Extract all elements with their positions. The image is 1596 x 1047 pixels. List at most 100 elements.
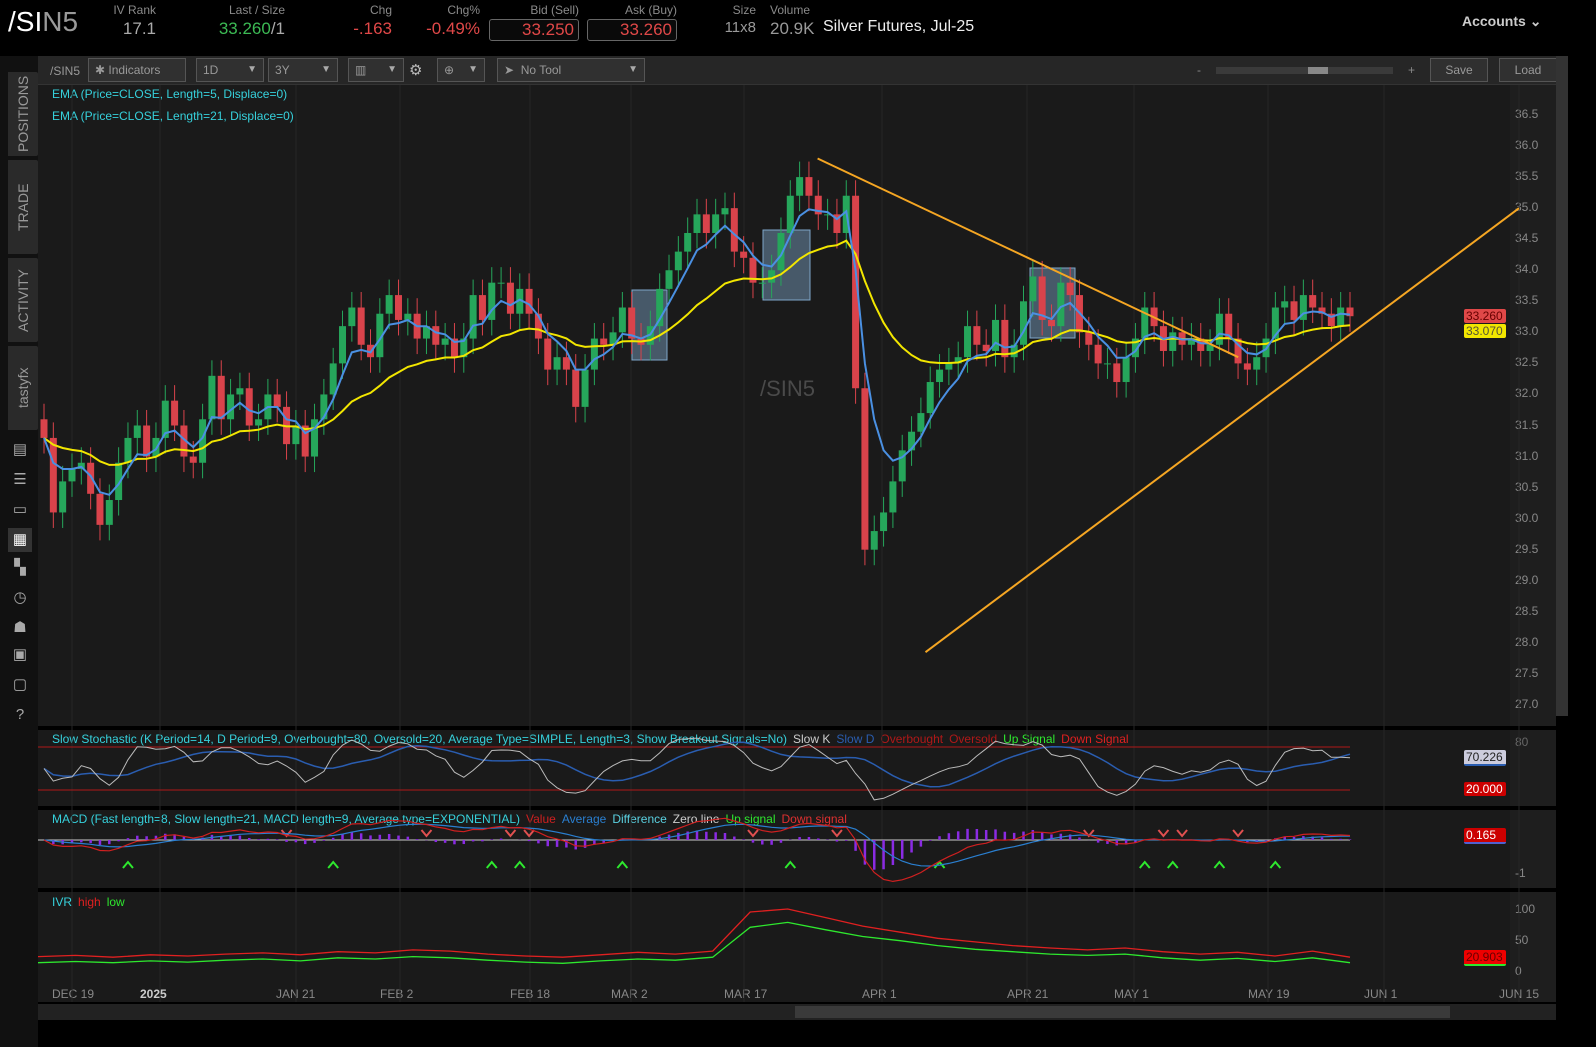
zoom-out-button[interactable]: - <box>1197 63 1201 77</box>
date-tick: JUN 1 <box>1364 987 1398 1001</box>
volume-value: 20.9K <box>770 19 815 38</box>
ema21-legend[interactable]: EMA (Price=CLOSE, Length=21, Displace=0) <box>52 109 294 123</box>
ivr-badge: 20.903 <box>1464 950 1506 966</box>
interval-select[interactable]: 1D ▼ <box>196 58 264 82</box>
ivr-tick: 0 <box>1515 964 1522 978</box>
help-icon[interactable]: ? <box>15 706 25 723</box>
legend-item: Overbought <box>880 732 944 746</box>
indicators-icon: ✱ <box>95 63 106 77</box>
last-size-value: /1 <box>270 19 285 38</box>
ivr-panel[interactable] <box>38 892 1510 1002</box>
chart-toolbar: /SIN5 ✱ Indicators 1D ▼ 3Y ▼ ▥ ▼ ⚙ ⊕ ▼ ➤ No … <box>38 56 1557 85</box>
tv-icon[interactable]: ▭ <box>12 501 28 518</box>
sidebar-tab-positions[interactable]: POSITIONS <box>8 72 38 156</box>
stoch-legend[interactable]: Slow Stochastic (K Period=14, D Period=9… <box>52 732 1129 746</box>
tool-value: No Tool <box>520 63 562 77</box>
legend-item: Difference <box>612 812 667 826</box>
legend-item: Oversold <box>949 732 998 746</box>
bid-button[interactable]: 33.250 <box>489 19 579 41</box>
accounts-menu[interactable]: Accounts ⌄ <box>1462 13 1541 30</box>
dropdown-arrow-icon: ▼ <box>321 64 331 75</box>
ask[interactable]: Ask (Buy) 33.260 <box>587 3 677 41</box>
date-tick: 2025 <box>140 987 167 1001</box>
date-tick: APR 21 <box>1007 987 1049 1001</box>
ivr-tick: 50 <box>1515 933 1529 947</box>
instrument-description: Silver Futures, Jul-25 <box>823 18 975 35</box>
legend-item: low <box>106 895 125 909</box>
price-tick: 36.0 <box>1515 138 1539 153</box>
ask-button[interactable]: 33.260 <box>587 19 677 41</box>
ivr-tick: 100 <box>1515 902 1536 916</box>
date-tick: DEC 19 <box>52 987 95 1001</box>
ivr-legend[interactable]: IVR high low <box>52 895 125 909</box>
dropdown-arrow-icon: ▼ <box>247 64 257 75</box>
price-chart-panel[interactable] <box>38 85 1510 726</box>
macd-tick: -1 <box>1515 866 1526 880</box>
oversold-badge: 20.000 <box>1464 782 1506 796</box>
bid-label: Bid (Sell) <box>530 3 579 17</box>
sidebar-tab-activity[interactable]: ACTIVITY <box>8 258 38 342</box>
horizontal-scrollbar[interactable] <box>38 1004 1556 1020</box>
price-tick: 27.5 <box>1515 665 1539 680</box>
ema5-legend[interactable]: EMA (Price=CLOSE, Length=5, Displace=0) <box>52 87 288 101</box>
price-tick: 34.0 <box>1515 262 1539 277</box>
chg-value: -.163 <box>353 19 392 38</box>
price-tick: 35.5 <box>1515 169 1539 184</box>
chart-type-select[interactable]: ▥ ▼ <box>348 58 404 82</box>
symbol-root: /SI <box>8 6 43 37</box>
community-icon[interactable]: ☗ <box>13 619 27 636</box>
price-tick: 31.5 <box>1515 417 1539 432</box>
stoch-title: Slow Stochastic (K Period=14, D Period=9… <box>52 732 787 746</box>
crosshair-select[interactable]: ⊕ ▼ <box>437 58 485 82</box>
volume: Volume 20.9K <box>770 3 814 39</box>
range-value: 3Y <box>275 63 290 77</box>
chart-symbol: /SIN5 <box>50 64 81 78</box>
date-tick: APR 1 <box>862 987 897 1001</box>
indicators-label: Indicators <box>108 63 161 77</box>
gear-icon[interactable]: ⚙ <box>409 62 423 79</box>
watchlist-icon[interactable]: ☰ <box>13 471 27 488</box>
drawing-tool-select[interactable]: ➤ No Tool ▼ <box>497 58 645 82</box>
vertical-scrollbar[interactable] <box>1556 56 1568 716</box>
zoom-slider-thumb[interactable] <box>1308 67 1328 74</box>
legend-item: Value <box>526 812 556 826</box>
watermark: /SIN5 <box>760 376 816 401</box>
news-icon[interactable]: ▤ <box>12 441 28 458</box>
price-tick: 30.0 <box>1515 510 1539 525</box>
legend-item: Up signal <box>725 812 776 826</box>
iv-rank-label: IV Rank <box>113 3 156 17</box>
chart-icon[interactable]: ▦ <box>8 528 32 552</box>
price-tick: 33.0 <box>1515 324 1539 339</box>
legend-item: Down Signal <box>1061 732 1129 746</box>
symbol[interactable]: /SIN5 <box>8 6 78 38</box>
macd-legend[interactable]: MACD (Fast length=8, Slow length=21, MAC… <box>52 812 847 826</box>
calendar-icon[interactable]: ▣ <box>12 646 28 663</box>
date-tick: MAY 1 <box>1114 987 1149 1001</box>
price-tick: 30.5 <box>1515 479 1539 494</box>
legend-item: Slow D <box>836 732 875 746</box>
zoom-in-button[interactable]: + <box>1408 63 1416 77</box>
zoom-slider[interactable] <box>1216 67 1393 74</box>
date-tick: MAY 19 <box>1248 987 1290 1001</box>
last-label: Last / Size <box>228 3 285 17</box>
bid[interactable]: Bid (Sell) 33.250 <box>489 3 579 41</box>
indicators-button[interactable]: ✱ Indicators <box>88 58 186 82</box>
price-tick: 33.5 <box>1515 293 1539 308</box>
price-tick: 28.0 <box>1515 634 1539 649</box>
sidebar-tab-trade[interactable]: TRADE <box>8 160 38 254</box>
price-tick: 29.5 <box>1515 541 1539 556</box>
history-icon[interactable]: ◷ <box>13 589 27 606</box>
last-value: 33.260 <box>218 19 271 38</box>
chgpct-label: Chg% <box>447 3 480 17</box>
save-button[interactable]: Save <box>1430 58 1488 82</box>
load-button[interactable]: Load <box>1499 58 1557 82</box>
quote-header: /SIN5 IV Rank 17.1 Last / Size 33.260/1 Ch… <box>0 0 1596 54</box>
grid-icon[interactable]: ▚ <box>14 559 26 576</box>
sidebar-tab-tastyfx[interactable]: tastyfx <box>8 346 38 430</box>
symbol-contract: N5 <box>42 6 79 37</box>
scrollbar-thumb[interactable] <box>795 1006 1450 1018</box>
range-select[interactable]: 3Y ▼ <box>268 58 338 82</box>
fx-icon[interactable]: ▢ <box>12 676 28 693</box>
legend-item: Down signal <box>781 812 847 826</box>
price-tick: 34.5 <box>1515 231 1539 246</box>
